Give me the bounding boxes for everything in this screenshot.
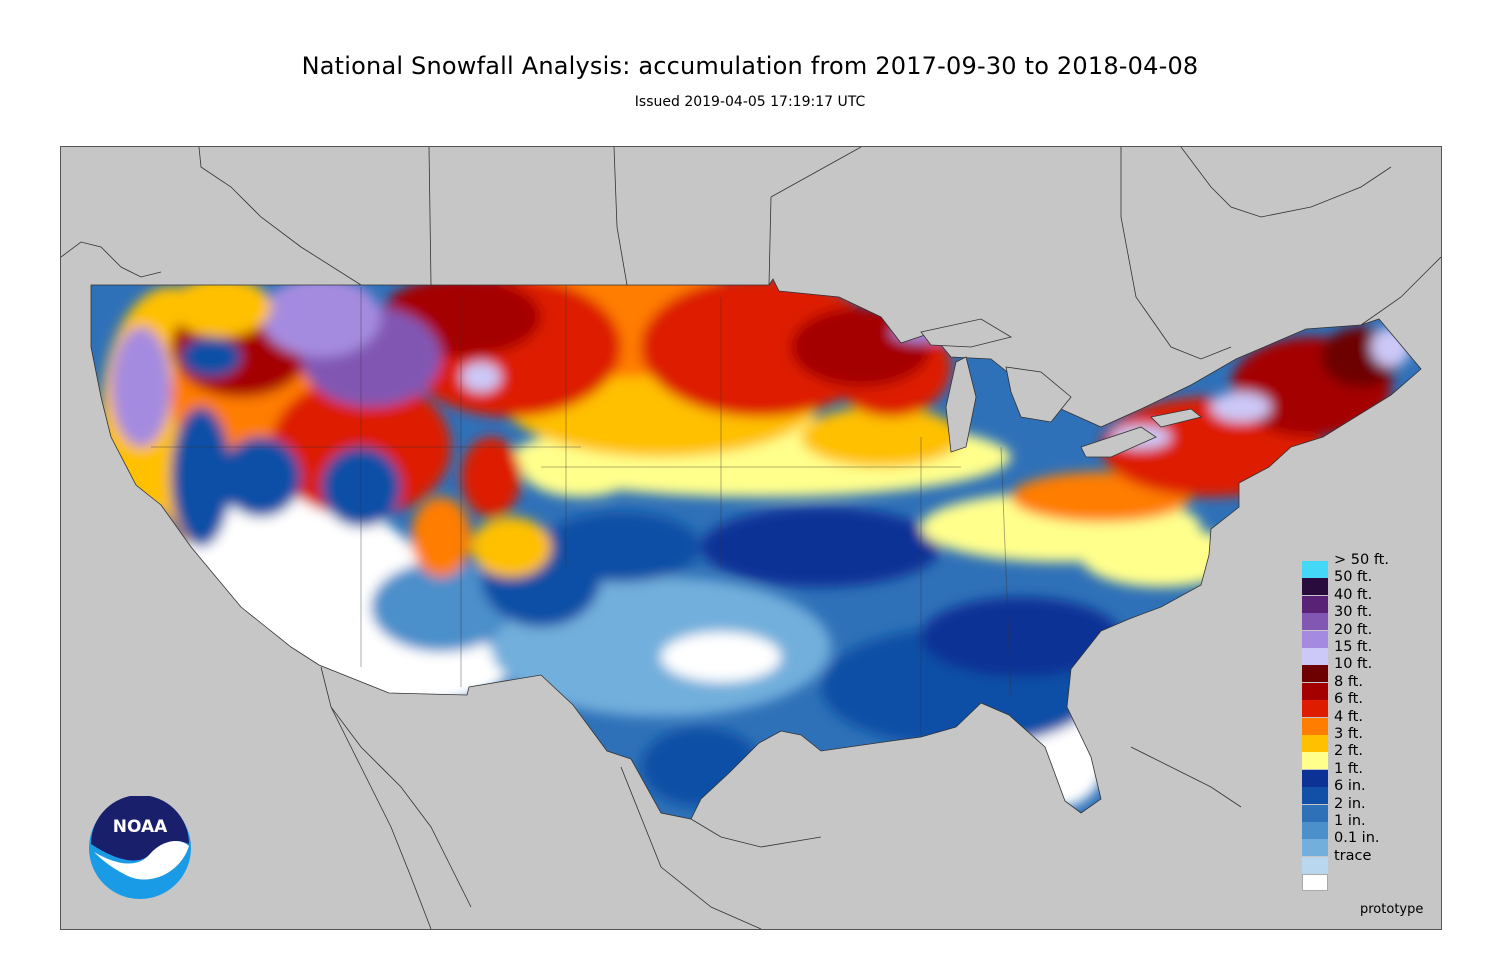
snowfall-map [60, 146, 1442, 930]
legend-label: 4 ft. [1334, 708, 1363, 725]
legend-swatch [1302, 787, 1328, 805]
map-canvas [61, 147, 1441, 929]
legend-swatch [1302, 595, 1328, 613]
legend-label: 2 ft. [1334, 743, 1363, 760]
legend-swatch [1302, 613, 1328, 631]
legend-swatch [1302, 822, 1328, 839]
legend-label: trace [1334, 847, 1372, 864]
legend-label: > 50 ft. [1334, 552, 1389, 568]
legend-swatch [1302, 769, 1328, 787]
state-borders [90, 278, 1422, 820]
legend-label: 1 in. [1334, 813, 1366, 829]
noaa-logo-text: NOAA [113, 817, 168, 837]
prototype-note: prototype [1360, 902, 1424, 917]
context-borders [61, 147, 1441, 929]
legend-swatch [1302, 700, 1328, 718]
legend-swatch [1302, 735, 1328, 752]
legend-label: 1 ft. [1334, 760, 1363, 777]
legend-swatch [1302, 804, 1328, 822]
legend-swatch [1302, 578, 1328, 596]
legend-label: 3 ft. [1334, 726, 1363, 742]
legend-swatch [1302, 561, 1328, 578]
legend-label: 30 ft. [1334, 604, 1373, 621]
great-lakes [920, 318, 1202, 458]
legend-swatch [1302, 648, 1328, 665]
legend-swatch [1302, 717, 1328, 735]
legend-swatch [1302, 665, 1328, 683]
legend-label: 20 ft. [1334, 621, 1373, 638]
legend-label: 0.1 in. [1334, 830, 1380, 847]
legend-label: 50 ft. [1334, 569, 1373, 586]
legend-swatch [1302, 874, 1328, 892]
legend-label: 15 ft. [1334, 639, 1373, 655]
legend-label: 6 ft. [1334, 691, 1363, 708]
legend-label: 8 ft. [1334, 673, 1363, 690]
noaa-logo-icon: NOAA [89, 796, 191, 899]
legend-label: 40 ft. [1334, 586, 1373, 603]
map-title: National Snowfall Analysis: accumulation… [301, 52, 1199, 80]
legend-swatch [1302, 839, 1328, 857]
legend-label: 10 ft. [1334, 656, 1373, 673]
legend-label: 6 in. [1334, 778, 1366, 795]
legend-swatch [1302, 630, 1328, 648]
legend-swatch [1302, 752, 1328, 770]
issued-timestamp: Issued 2019-04-05 17:19:17 UTC [634, 94, 866, 110]
legend-swatch [1302, 682, 1328, 700]
legend-label: 2 in. [1334, 795, 1366, 812]
legend-swatch [1302, 856, 1328, 874]
